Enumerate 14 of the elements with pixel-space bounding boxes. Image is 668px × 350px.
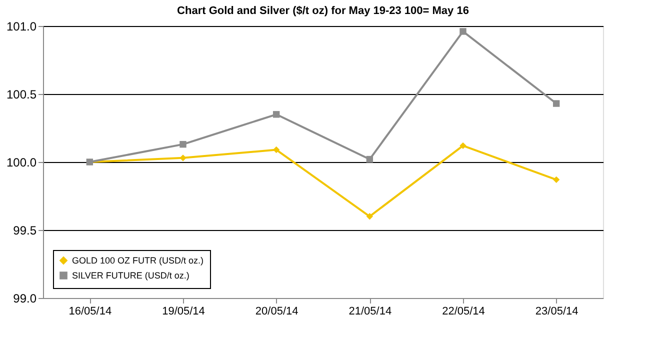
x-tick-label: 21/05/14 — [348, 306, 392, 318]
x-tick-label: 23/05/14 — [535, 306, 578, 318]
y-tick-label: 100.0 — [6, 156, 37, 170]
x-tick-label: 19/05/14 — [162, 306, 205, 318]
legend-label: SILVER FUTURE (USD/t oz.) — [72, 270, 190, 280]
x-tick-label: 20/05/14 — [255, 306, 298, 318]
y-tick-label: 99.5 — [13, 224, 37, 238]
chart-title: Chart Gold and Silver ($/t oz) for May 19-23 100= May 16 — [177, 5, 469, 17]
y-tick-label: 100.5 — [6, 88, 37, 102]
x-tick-label: 22/05/14 — [442, 306, 485, 318]
y-tick-label: 99.0 — [13, 292, 37, 306]
legend-label: GOLD 100 OZ FUTR (USD/t oz.) — [72, 256, 204, 266]
y-tick-label: 101.0 — [6, 20, 37, 34]
x-tick-label: 16/05/14 — [68, 306, 112, 318]
